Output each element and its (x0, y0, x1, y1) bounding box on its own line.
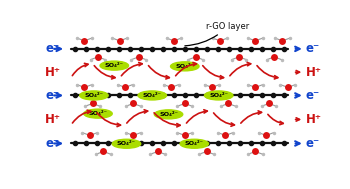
Ellipse shape (170, 62, 199, 71)
Ellipse shape (180, 139, 209, 148)
FancyArrowPatch shape (295, 93, 300, 98)
Text: SO₄²⁻: SO₄²⁻ (143, 93, 162, 98)
Text: SO₄²⁻: SO₄²⁻ (117, 141, 136, 146)
Text: SO₄²⁻: SO₄²⁻ (89, 111, 107, 116)
Text: H⁺: H⁺ (306, 113, 322, 126)
FancyArrowPatch shape (257, 66, 278, 79)
FancyArrowPatch shape (72, 110, 91, 123)
FancyArrowPatch shape (230, 62, 251, 76)
FancyArrowPatch shape (94, 66, 115, 79)
FancyArrowPatch shape (295, 70, 300, 74)
FancyArrowPatch shape (203, 66, 224, 79)
Text: e⁻: e⁻ (45, 42, 60, 55)
Text: e⁻: e⁻ (306, 42, 320, 55)
FancyArrowPatch shape (54, 47, 61, 51)
Text: H⁺: H⁺ (306, 66, 322, 79)
FancyArrowPatch shape (268, 114, 283, 125)
Text: r-GO layer: r-GO layer (185, 22, 250, 46)
Text: SO₄²⁻: SO₄²⁻ (175, 64, 194, 69)
Text: H⁺: H⁺ (45, 113, 61, 126)
Text: e⁻: e⁻ (45, 137, 60, 150)
Ellipse shape (112, 139, 141, 148)
FancyArrowPatch shape (72, 63, 88, 76)
Text: SO₄²⁻: SO₄²⁻ (105, 63, 124, 68)
Text: e⁻: e⁻ (45, 89, 60, 102)
FancyArrowPatch shape (54, 141, 61, 146)
Ellipse shape (100, 61, 128, 70)
Ellipse shape (84, 109, 112, 118)
FancyArrowPatch shape (295, 47, 300, 51)
Text: e⁻: e⁻ (306, 89, 320, 102)
Ellipse shape (204, 91, 233, 100)
FancyArrowPatch shape (295, 118, 300, 121)
FancyArrowPatch shape (121, 62, 142, 76)
Text: H⁺: H⁺ (45, 66, 61, 79)
FancyArrowPatch shape (127, 110, 148, 123)
Text: SO₄²⁻: SO₄²⁻ (84, 93, 104, 98)
FancyArrowPatch shape (148, 66, 169, 79)
FancyArrowPatch shape (241, 111, 261, 123)
Text: e⁻: e⁻ (306, 137, 320, 150)
FancyArrowPatch shape (187, 110, 207, 123)
FancyArrowPatch shape (54, 93, 61, 98)
Text: SO₄²⁻: SO₄²⁻ (185, 141, 204, 146)
FancyArrowPatch shape (176, 62, 196, 76)
Ellipse shape (154, 110, 183, 119)
Text: SO₄²⁻: SO₄²⁻ (209, 93, 228, 98)
Ellipse shape (80, 91, 108, 100)
FancyArrowPatch shape (214, 113, 235, 126)
Ellipse shape (138, 91, 167, 100)
FancyArrowPatch shape (295, 141, 300, 146)
FancyArrowPatch shape (154, 113, 180, 127)
Text: SO₄²⁻: SO₄²⁻ (159, 112, 178, 117)
FancyArrowPatch shape (97, 113, 120, 127)
